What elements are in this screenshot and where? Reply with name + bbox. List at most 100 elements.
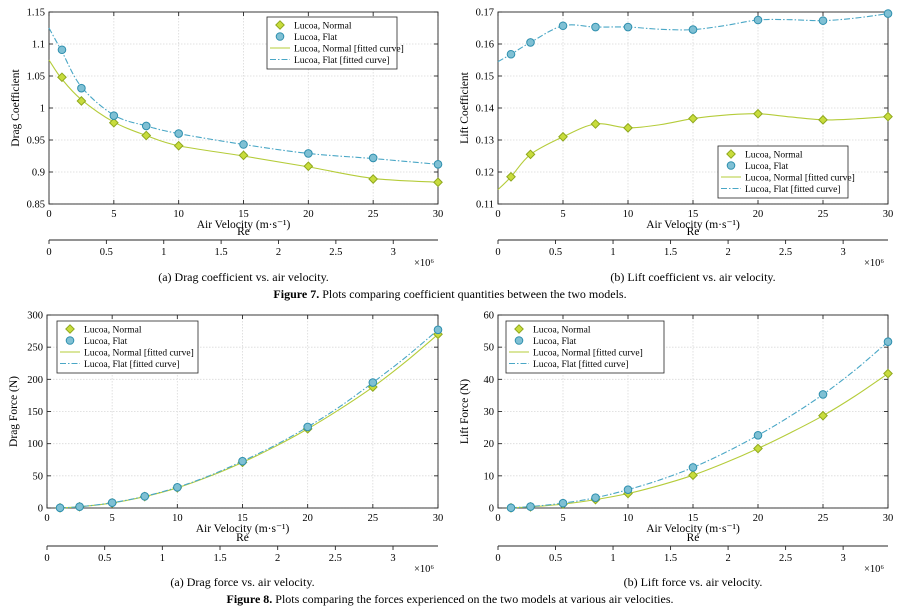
legend-box (505, 320, 665, 374)
y-tick-label: 1.05 (27, 72, 45, 83)
point-flat (55, 503, 65, 513)
re-tick-label: 2 (725, 247, 730, 258)
re-tick-label: 0.5 (100, 247, 113, 258)
x-tick-label: 30 (883, 513, 894, 524)
point-normal (173, 140, 184, 151)
x-tick-label: 25 (818, 513, 829, 524)
y-tick-label: 0 (489, 504, 494, 515)
point-flat (433, 325, 443, 335)
point-normal (818, 410, 828, 421)
point-flat (109, 111, 119, 120)
legend-marker-normal (275, 20, 285, 30)
legend-normal-fit: Lucoa, Normal [fitted curve] (84, 348, 194, 359)
x-axis-title: Air Velocity (m·s⁻¹) (196, 523, 290, 535)
point-normal (753, 443, 763, 454)
point-normal (303, 161, 314, 172)
figure8-caption: Figure 8. Plots comparing the forces exp… (227, 592, 674, 606)
point-normal (688, 113, 698, 124)
point-flat (688, 463, 698, 472)
y-tick-label: 0.95 (27, 136, 45, 147)
re-tick-label: 1.5 (215, 247, 228, 258)
re-exponent: ×10⁶ (864, 564, 884, 575)
re-tick-label: 0 (495, 247, 500, 258)
x-tick-label: 25 (818, 209, 829, 220)
x-tick-label: 30 (883, 209, 894, 220)
x-tick-label: 20 (302, 513, 313, 524)
y-tick-label: 0.14 (476, 104, 495, 115)
point-flat (558, 498, 568, 508)
y-axis-title: Drag Force (N) (8, 376, 20, 447)
x-tick-label: 0 (44, 513, 49, 524)
legend-box (266, 16, 398, 70)
legend-marker-normal (514, 324, 524, 334)
re-tick-label: 0 (44, 553, 49, 564)
legend-normal: Lucoa, Normal (533, 326, 591, 336)
point-normal (238, 150, 249, 161)
x-axis-title: Air Velocity (m·s⁻¹) (646, 219, 740, 231)
point-flat (526, 502, 535, 511)
point-flat (883, 9, 893, 18)
point-flat (140, 491, 150, 501)
legend-normal: Lucoa, Normal (84, 326, 142, 336)
re-tick-label: 2 (725, 553, 730, 564)
re-tick-label: 2 (275, 553, 280, 564)
x-axis-title: Air Velocity (m·s⁻¹) (646, 523, 740, 535)
re-tick-label: 3 (391, 247, 396, 258)
y-tick-label: 50 (484, 343, 495, 354)
point-normal (688, 470, 698, 481)
legend-flat: Lucoa, Flat (533, 337, 577, 347)
chart-caption: (a) Drag coefficient vs. air velocity. (158, 270, 329, 284)
legend-flat: Lucoa, Flat (84, 337, 128, 347)
point-flat (141, 121, 151, 131)
x-tick-label: 20 (303, 209, 314, 220)
point-flat (688, 25, 698, 34)
point-normal (525, 149, 536, 160)
legend-normal-fit: Lucoa, Normal [fitted curve] (533, 348, 643, 359)
x-tick-label: 10 (173, 209, 184, 220)
y-tick-label: 0.16 (476, 40, 494, 51)
point-normal (433, 177, 443, 188)
x-tick-label: 25 (368, 209, 379, 220)
x-tick-label: 0 (495, 513, 500, 524)
y-tick-label: 1.15 (27, 8, 45, 19)
legend-flat: Lucoa, Flat (745, 162, 789, 172)
point-flat (506, 49, 516, 59)
y-tick-label: 50 (33, 471, 44, 482)
point-normal (108, 117, 119, 128)
point-normal (623, 122, 633, 133)
legend-marker-normal (726, 149, 736, 159)
point-flat (526, 38, 535, 47)
point-flat (174, 129, 183, 138)
y-tick-label: 30 (484, 407, 495, 418)
point-flat (818, 390, 828, 399)
y-tick-label: 1.1 (32, 40, 45, 51)
point-flat (173, 482, 182, 492)
re-tick-label: 2.5 (779, 553, 792, 564)
y-axis-title: Lift Force (N) (459, 379, 471, 444)
x-tick-label: 15 (688, 209, 699, 220)
re-tick-label: 2.5 (329, 553, 342, 564)
re-tick-label: 0.5 (549, 247, 562, 258)
fitted-curve-normal (510, 373, 889, 509)
re-tick-label: 1.5 (664, 247, 677, 258)
point-flat (623, 485, 633, 494)
point-flat (238, 456, 247, 466)
legend-flat-fit: Lucoa, Flat [fitted curve] (533, 359, 629, 370)
x-tick-label: 30 (433, 209, 444, 220)
y-tick-label: 0.15 (476, 72, 494, 83)
point-flat (368, 378, 378, 387)
re-tick-label: 3 (841, 553, 846, 564)
re-axis-title: Re (687, 226, 700, 238)
legend-normal: Lucoa, Normal (294, 22, 352, 32)
legend-flat: Lucoa, Flat (294, 33, 338, 43)
point-flat (303, 422, 312, 432)
point-normal (76, 96, 87, 106)
point-flat (304, 149, 313, 158)
legend-normal: Lucoa, Normal (745, 151, 803, 161)
point-flat (77, 83, 86, 93)
